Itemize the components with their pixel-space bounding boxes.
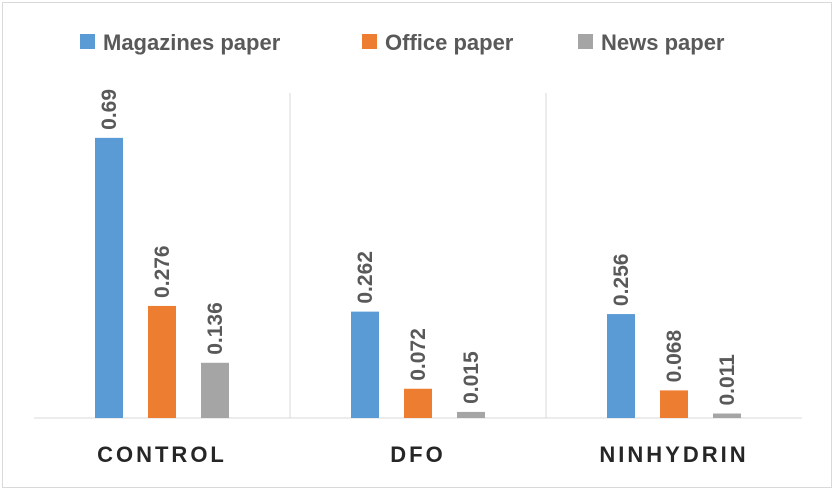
bar-news-paper-dfo bbox=[457, 411, 485, 418]
value-labels: 0.69 0.276 0.136 0.262 0.072 0.015 0.256 0.068 0… bbox=[98, 89, 739, 406]
value-label: 0.276 bbox=[151, 245, 174, 298]
bar-news-paper-ninhydrin bbox=[713, 413, 741, 418]
legend-label-0: Magazines paper bbox=[103, 30, 281, 55]
value-label: 0.262 bbox=[354, 251, 377, 304]
category-separators bbox=[289, 93, 547, 418]
legend: Magazines paper Office paper News paper bbox=[80, 30, 725, 55]
value-label: 0.136 bbox=[204, 302, 227, 355]
bar-magazines-paper-dfo bbox=[351, 311, 379, 418]
legend-swatch-1 bbox=[362, 34, 377, 49]
bar-office-paper-control bbox=[148, 305, 176, 418]
bar-news-paper-control bbox=[201, 362, 229, 418]
bar-magazines-paper-ninhydrin bbox=[607, 314, 635, 418]
legend-swatch-0 bbox=[80, 34, 95, 49]
category-label-2: NINHYDRIN bbox=[599, 442, 748, 467]
legend-label-1: Office paper bbox=[385, 30, 514, 55]
value-label: 0.015 bbox=[460, 351, 483, 404]
value-label: 0.256 bbox=[610, 254, 633, 307]
value-label: 0.69 bbox=[98, 89, 121, 130]
value-label: 0.068 bbox=[663, 330, 686, 383]
value-label: 0.011 bbox=[716, 354, 739, 406]
legend-swatch-2 bbox=[578, 34, 593, 49]
category-label-1: DFO bbox=[390, 442, 445, 467]
bars bbox=[95, 137, 741, 419]
bar-magazines-paper-control bbox=[95, 137, 123, 419]
legend-label-2: News paper bbox=[601, 30, 725, 55]
category-labels: CONTROL DFO NINHYDRIN bbox=[97, 442, 748, 467]
bar-office-paper-ninhydrin bbox=[660, 390, 688, 418]
category-label-0: CONTROL bbox=[97, 442, 227, 467]
value-label: 0.072 bbox=[407, 328, 430, 381]
bar-office-paper-dfo bbox=[404, 388, 432, 418]
